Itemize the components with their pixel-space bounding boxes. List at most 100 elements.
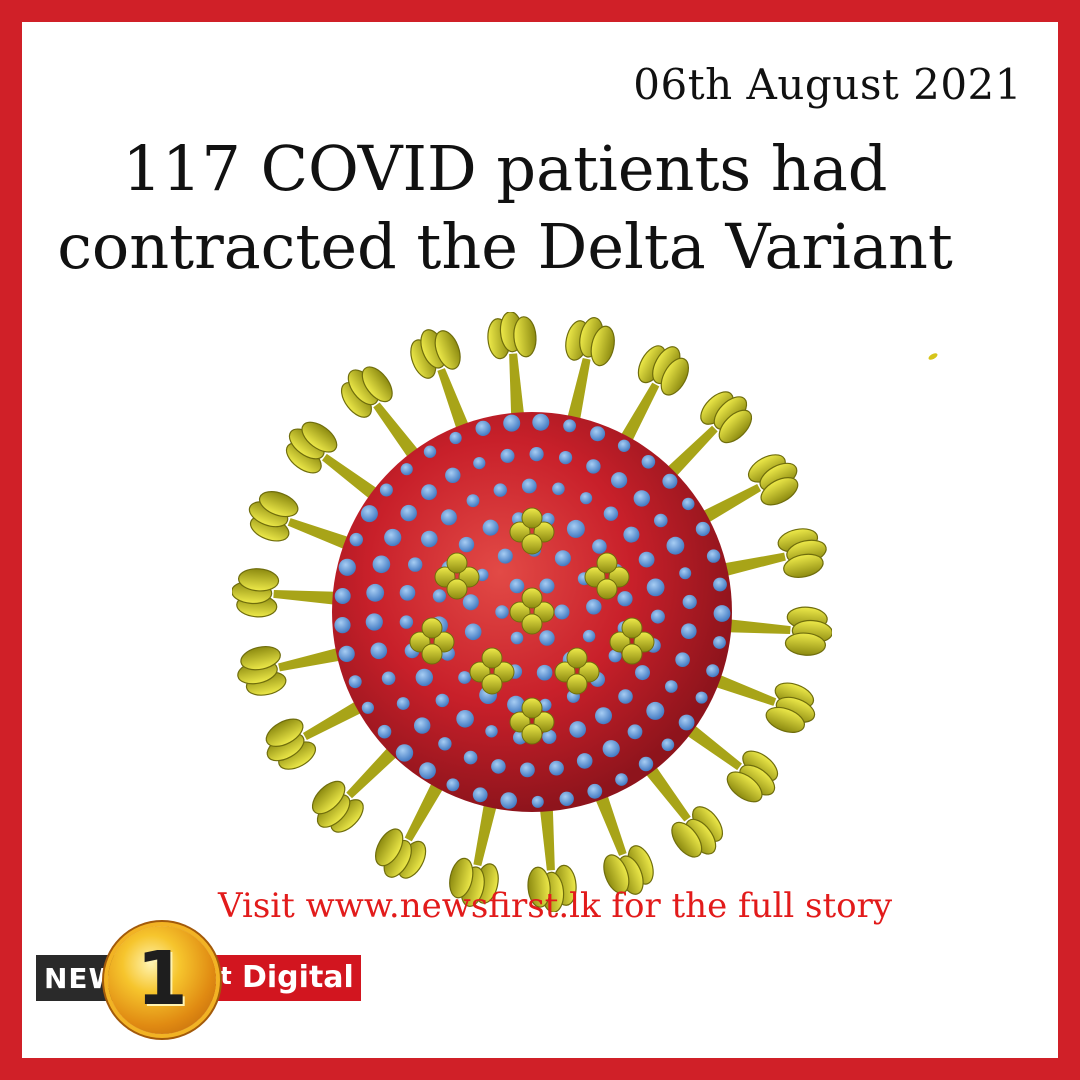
surface-knob bbox=[334, 617, 351, 634]
surface-knob bbox=[432, 589, 446, 603]
spike-protein-front bbox=[469, 647, 515, 695]
surface-knob bbox=[445, 467, 461, 483]
logo-right-bar bbox=[201, 955, 361, 1001]
spike-protein-front bbox=[409, 617, 455, 665]
surface-knob bbox=[399, 585, 416, 601]
surface-knob bbox=[348, 675, 362, 689]
surface-knob bbox=[603, 506, 619, 521]
surface-knob bbox=[334, 588, 351, 604]
surface-knob bbox=[458, 536, 475, 553]
surface-knob bbox=[415, 668, 433, 687]
surface-knob bbox=[706, 549, 721, 563]
surface-knob bbox=[531, 795, 544, 808]
surface-knob bbox=[500, 448, 515, 463]
surface-knob bbox=[646, 578, 665, 597]
surface-knob bbox=[493, 483, 507, 497]
surface-knob bbox=[464, 623, 482, 641]
surface-knob bbox=[372, 555, 391, 574]
virus-body bbox=[332, 412, 732, 812]
surface-knob bbox=[590, 426, 606, 442]
surface-knob bbox=[466, 494, 480, 508]
surface-knob bbox=[602, 740, 620, 758]
headline-line-1: 117 COVID patients had bbox=[122, 132, 888, 205]
surface-knob bbox=[365, 613, 383, 631]
surface-knob bbox=[509, 578, 525, 594]
spike-protein-front bbox=[509, 507, 555, 555]
surface-knob bbox=[695, 691, 708, 704]
surface-knob bbox=[554, 604, 570, 620]
surface-knob bbox=[462, 594, 479, 611]
surface-knob bbox=[559, 791, 574, 806]
spike-protein bbox=[232, 568, 349, 618]
spike-protein bbox=[689, 454, 799, 530]
surface-knob bbox=[542, 729, 557, 744]
surface-knob bbox=[638, 551, 655, 568]
surface-knob bbox=[463, 750, 478, 765]
surface-knob bbox=[349, 532, 363, 547]
surface-knob bbox=[666, 536, 685, 555]
surface-knob bbox=[618, 689, 633, 704]
headline-line-2: contracted the Delta Variant bbox=[57, 210, 953, 283]
newsfirst-digital-logo: NEWS st Digital 1 bbox=[36, 922, 376, 1042]
surface-knob bbox=[510, 631, 524, 645]
logo-badge-icon: 1 bbox=[108, 926, 216, 1034]
spike-protein bbox=[702, 669, 816, 733]
surface-knob bbox=[549, 760, 564, 776]
surface-knob bbox=[400, 504, 417, 522]
surface-knob bbox=[472, 787, 488, 803]
surface-knob bbox=[695, 521, 710, 537]
surface-knob bbox=[615, 773, 628, 786]
surface-knob bbox=[580, 492, 593, 505]
surface-knob bbox=[456, 710, 474, 728]
surface-knob bbox=[381, 671, 396, 686]
surface-knob bbox=[438, 737, 452, 751]
surface-knob bbox=[566, 519, 585, 538]
surface-knob bbox=[675, 652, 690, 667]
surface-knob bbox=[361, 701, 374, 714]
surface-knob bbox=[682, 594, 697, 610]
spike-protein bbox=[710, 528, 827, 580]
surface-knob bbox=[491, 759, 506, 774]
surface-knob bbox=[641, 455, 656, 469]
surface-knob bbox=[539, 578, 555, 594]
surface-knob bbox=[338, 645, 355, 662]
spike-protein bbox=[248, 491, 362, 555]
surface-knob bbox=[681, 623, 697, 639]
surface-knob bbox=[587, 783, 603, 799]
surface-knob bbox=[377, 724, 392, 739]
surface-knob bbox=[440, 509, 457, 526]
surface-knob bbox=[446, 778, 460, 792]
surface-knob bbox=[500, 792, 517, 809]
surface-knob bbox=[384, 528, 402, 547]
surface-knob bbox=[713, 636, 726, 649]
spike-protein bbox=[487, 312, 537, 430]
surface-knob bbox=[539, 630, 555, 646]
surface-knob bbox=[497, 548, 513, 564]
logo-number: 1 bbox=[136, 936, 188, 1022]
surface-knob bbox=[661, 738, 675, 752]
surface-knob bbox=[682, 497, 695, 511]
surface-knob bbox=[554, 550, 571, 567]
surface-knob bbox=[529, 447, 544, 462]
surface-knob bbox=[419, 762, 436, 780]
surface-knob bbox=[650, 609, 665, 624]
surface-knob bbox=[521, 478, 537, 494]
spike-protein bbox=[715, 606, 832, 656]
call-to-action-link[interactable]: Visit www.newsfirst.lk for the full stor… bbox=[218, 886, 893, 926]
surface-knob bbox=[617, 439, 631, 452]
surface-knob bbox=[338, 558, 356, 576]
surface-knob bbox=[552, 482, 565, 496]
surface-knob bbox=[679, 567, 692, 580]
surface-knob bbox=[662, 473, 678, 489]
spike-protein-front bbox=[434, 552, 480, 600]
surface-knob bbox=[595, 707, 612, 725]
surface-knob bbox=[627, 724, 643, 740]
surface-knob bbox=[449, 431, 462, 445]
surface-knob bbox=[582, 629, 596, 643]
surface-knob bbox=[408, 557, 423, 572]
surface-knob bbox=[617, 591, 633, 607]
surface-knob bbox=[563, 419, 576, 433]
surface-knob bbox=[423, 445, 437, 458]
surface-knob bbox=[654, 513, 668, 528]
spike-protein bbox=[449, 790, 501, 907]
